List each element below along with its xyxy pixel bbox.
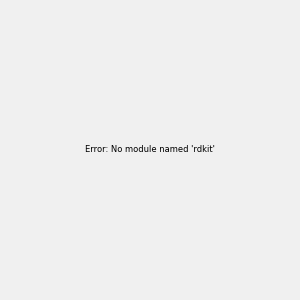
Text: Error: No module named 'rdkit': Error: No module named 'rdkit': [85, 146, 215, 154]
